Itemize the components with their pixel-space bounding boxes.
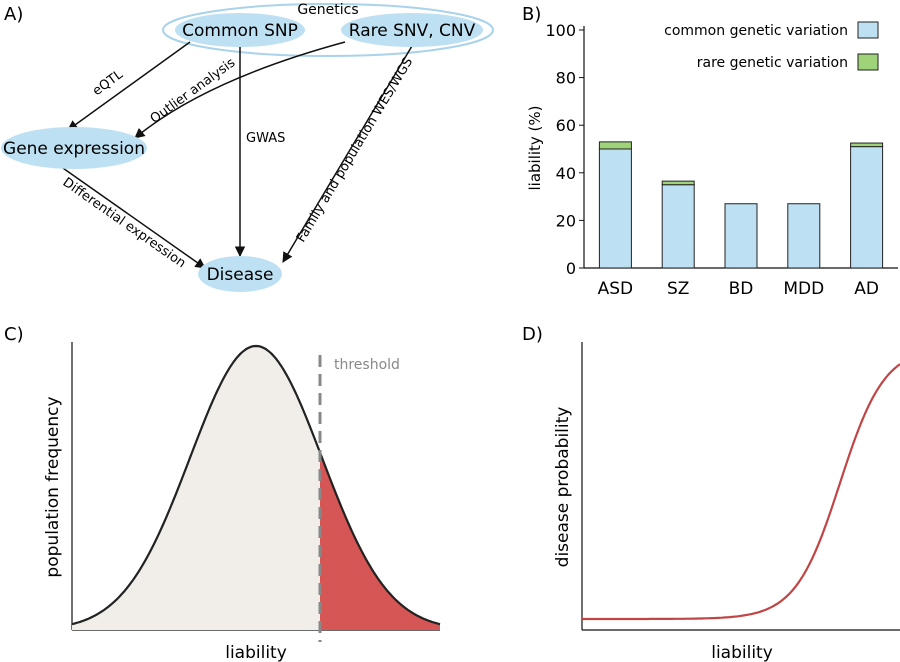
bar-common-sz	[661, 184, 695, 269]
y-tick-label: 60	[556, 116, 576, 135]
legend-label: common genetic variation	[664, 23, 848, 39]
panel-a-label: A)	[4, 4, 23, 25]
genetics-label: Genetics	[297, 2, 358, 18]
panel-d-label: D)	[522, 324, 543, 345]
node-rare-snv-cnv-label: Rare SNV, CNV	[349, 21, 476, 41]
genetics-ring	[162, 3, 494, 57]
bar-common-mdd	[787, 203, 821, 269]
node-disease: Disease	[198, 256, 282, 292]
panel-d: D) liability disease probability	[522, 324, 900, 662]
distribution-curve	[71, 344, 441, 626]
panel-d-ylabel: disease probability	[553, 407, 573, 568]
bar-rare-sz	[661, 180, 695, 186]
x-tick-label: AD	[854, 279, 879, 299]
x-tick-label: SZ	[667, 279, 689, 299]
edge-label-family-population: Family and population WES/WGS	[294, 55, 416, 245]
legend-label: rare genetic variation	[697, 55, 848, 71]
y-tick-label: 100	[545, 21, 576, 40]
y-tick-label: 80	[556, 69, 576, 88]
node-common-snp-label: Common SNP	[182, 21, 298, 41]
panel-d-xlabel: liability	[711, 643, 773, 662]
edge-outlier-analysis	[134, 41, 346, 139]
edge-label-eqtl: eQTL	[90, 67, 126, 99]
x-tick-label: MDD	[783, 279, 824, 299]
bar-common-bd	[724, 203, 758, 269]
panel-a: A) Genetics Common SNP Rare SNV, CNV Gen…	[1, 2, 494, 292]
y-tick-label: 20	[556, 211, 576, 230]
legend-swatch	[857, 53, 879, 71]
bar-common-ad	[850, 146, 884, 269]
distribution-tail-area	[320, 452, 440, 630]
panel-c-label: C)	[4, 324, 24, 345]
x-tick-label: BD	[729, 279, 754, 299]
edge-family-population	[282, 45, 413, 263]
chart-ylabel: liability (%)	[526, 105, 544, 190]
bar-rare-ad	[850, 142, 884, 148]
distribution-body-area	[72, 346, 320, 630]
sigmoid-curve	[582, 363, 900, 621]
panel-c-xlabel: liability	[225, 643, 287, 662]
x-tick-label: ASD	[598, 279, 634, 299]
threshold-label: threshold	[334, 357, 400, 373]
node-common-snp: Common SNP	[175, 13, 305, 47]
edge-differential-expression	[59, 165, 206, 269]
panel-c: C) threshold liability population freque…	[4, 324, 441, 662]
edge-label-gwas: GWAS	[246, 131, 285, 146]
y-tick-label: 0	[566, 259, 576, 278]
edge-eqtl	[67, 41, 191, 131]
legend-swatch	[857, 21, 879, 39]
y-tick-label: 40	[556, 164, 576, 183]
edge-label-outlier-analysis: Outlier analysis	[148, 55, 239, 127]
panel-b: B) liability (%) 0 20 40 60 80 100 ASD SZ BD MDD A…	[522, 4, 898, 299]
node-gene-expression-label: Gene expression	[3, 139, 145, 159]
bar-chart: 0 20 40 60 80 100 ASD SZ BD MDD AD common genetic v…	[545, 21, 898, 299]
node-gene-expression: Gene expression	[1, 127, 147, 169]
bar-rare-asd	[598, 141, 632, 150]
edge-label-differential-expression: Differential expression	[60, 175, 189, 271]
bar-common-asd	[598, 148, 632, 269]
node-disease-label: Disease	[207, 265, 274, 285]
node-rare-snv-cnv: Rare SNV, CNV	[341, 13, 483, 47]
panel-b-label: B)	[522, 4, 541, 25]
panel-c-ylabel: population frequency	[43, 396, 63, 577]
